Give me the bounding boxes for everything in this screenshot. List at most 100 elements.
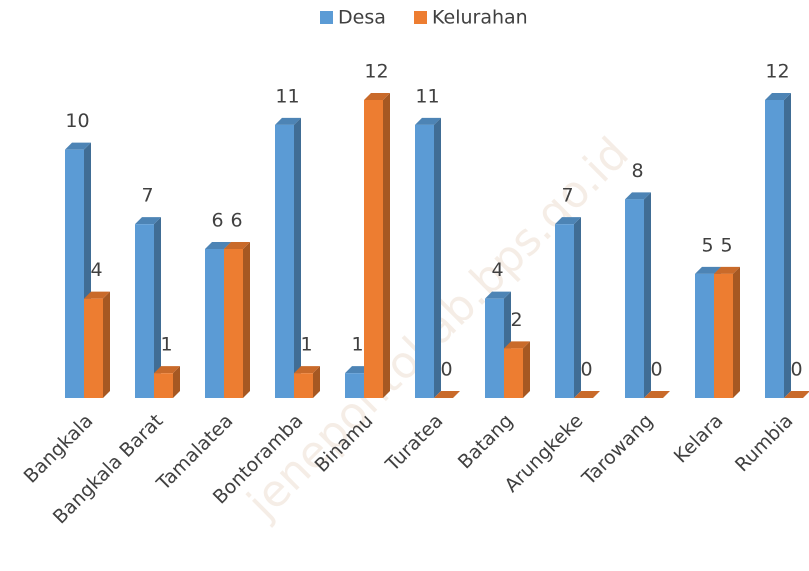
x-tick-label: Kelara — [670, 410, 728, 468]
x-tick-label: Rumbia — [731, 410, 797, 476]
data-label: 11 — [275, 85, 299, 107]
bar — [224, 242, 250, 398]
data-label: 4 — [491, 259, 503, 281]
bar — [434, 391, 460, 399]
bar — [294, 366, 320, 398]
bar-top — [714, 266, 740, 274]
bar-front — [364, 100, 383, 398]
bar-front — [154, 373, 173, 398]
bar — [415, 117, 441, 398]
bar — [275, 117, 301, 398]
bar-top — [765, 93, 791, 100]
bar-front — [415, 124, 434, 398]
bar-front — [765, 100, 784, 398]
data-label: 0 — [650, 359, 662, 381]
bar — [644, 391, 670, 399]
bar-top — [364, 93, 390, 100]
bar-top — [135, 217, 161, 225]
bar-side — [294, 117, 301, 398]
bar — [625, 192, 651, 398]
bar-side — [784, 93, 791, 398]
bar-side — [434, 117, 441, 398]
data-label: 1 — [300, 334, 312, 356]
data-label: 5 — [720, 234, 732, 256]
bar-front — [625, 199, 644, 398]
bar — [784, 391, 809, 399]
bar-top — [294, 366, 320, 374]
bar-front — [555, 224, 574, 398]
bar — [154, 366, 180, 398]
bar-front — [275, 124, 294, 398]
legend-label: Kelurahan — [432, 7, 528, 29]
bar-top — [555, 217, 581, 225]
bar-side — [523, 341, 530, 398]
data-label: 1 — [160, 334, 172, 356]
bar — [504, 341, 530, 398]
bar-top — [154, 366, 180, 374]
data-label: 12 — [364, 61, 388, 83]
bar-top — [415, 117, 441, 125]
bar-top — [224, 242, 250, 249]
bar-side — [733, 266, 740, 398]
data-label: 0 — [790, 359, 802, 381]
data-label: 10 — [65, 110, 89, 132]
data-label: 1 — [351, 334, 363, 356]
bar-side — [574, 217, 581, 398]
bar — [135, 217, 161, 398]
bar-side — [644, 192, 651, 398]
bar-front — [65, 149, 84, 398]
bar-front — [485, 298, 504, 398]
bar-top — [574, 391, 600, 398]
bar-front — [135, 224, 154, 398]
bar-side — [103, 291, 110, 398]
x-tick-label: Batang — [454, 410, 518, 474]
data-label: 6 — [230, 210, 242, 232]
data-label: 11 — [415, 85, 439, 107]
bar-top — [625, 192, 651, 200]
bar-top — [485, 291, 511, 299]
x-tick-label: Turatea — [381, 410, 447, 476]
bar-top — [695, 266, 721, 274]
data-label: 4 — [90, 259, 102, 281]
bar-side — [243, 242, 250, 398]
bar-top — [65, 142, 91, 150]
bar-front — [224, 249, 243, 398]
x-tick-label: Tarowang — [577, 410, 657, 490]
bar — [574, 391, 600, 399]
data-label: 0 — [580, 359, 592, 381]
bar-side — [313, 366, 320, 398]
data-label: 12 — [765, 61, 789, 83]
data-label: 2 — [510, 309, 522, 331]
bar-top — [644, 391, 670, 398]
bar-top — [504, 341, 530, 349]
bar-side — [173, 366, 180, 398]
bar — [364, 93, 390, 398]
bar — [84, 291, 110, 398]
data-label: 8 — [631, 160, 643, 182]
bar-front — [294, 373, 313, 398]
legend-swatch — [320, 11, 333, 24]
bar-top — [784, 391, 809, 398]
data-label: 0 — [440, 359, 452, 381]
bar-side — [383, 93, 390, 398]
bar-side — [154, 217, 161, 398]
bar-front — [84, 298, 103, 398]
bar-front — [504, 348, 523, 398]
bar-front — [714, 273, 733, 398]
legend-swatch — [414, 11, 427, 24]
data-label: 5 — [701, 234, 713, 256]
bar-top — [434, 391, 460, 398]
bar-top — [205, 242, 231, 249]
bar-top — [84, 291, 110, 299]
bar-front — [205, 249, 224, 398]
legend-label: Desa — [338, 7, 386, 29]
bar — [555, 217, 581, 398]
bar-front — [345, 373, 364, 398]
bar — [714, 266, 740, 398]
data-label: 7 — [561, 185, 573, 207]
bar-front — [695, 273, 714, 398]
data-label: 7 — [141, 185, 153, 207]
bar — [765, 93, 791, 398]
bar-top — [275, 117, 301, 125]
